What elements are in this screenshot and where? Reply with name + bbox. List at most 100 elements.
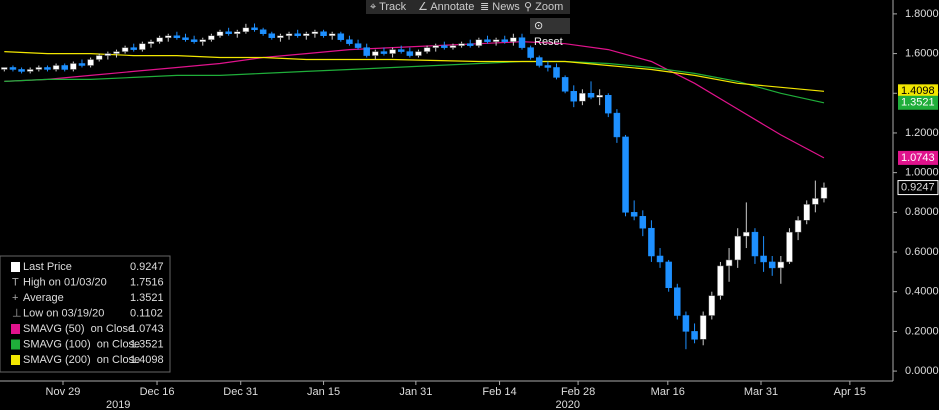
candle-body: [104, 53, 112, 56]
candle-body: [587, 93, 595, 98]
candle-body: [346, 39, 353, 44]
label: Reset: [534, 36, 563, 48]
candle-body: [9, 67, 17, 70]
legend-value: 1.3521: [130, 292, 164, 304]
candle-body: [682, 315, 690, 332]
candle-body: [303, 33, 310, 36]
label: News: [492, 1, 520, 13]
y-tick-label: 1.2000: [905, 127, 939, 139]
candle-body: [639, 216, 647, 229]
label: Annotate: [430, 1, 475, 13]
candle-body: [44, 67, 51, 70]
y-tick-label: 0.0000: [905, 365, 939, 377]
candle-body: [363, 47, 370, 56]
candle-body: [768, 261, 776, 269]
x-tick-label: Nov 29: [46, 386, 81, 398]
candle-body: [139, 43, 146, 50]
x-tick-label: Dec 31: [223, 386, 258, 398]
value-badge: [898, 150, 938, 165]
candle-body: [605, 95, 612, 114]
candle-body: [156, 37, 163, 42]
candle-body: [665, 261, 672, 288]
candle-body: [311, 31, 319, 34]
candle-body: [337, 33, 345, 40]
candle-body: [743, 231, 750, 237]
candle-body: [510, 37, 517, 42]
legend-value: 0.1102: [130, 307, 163, 319]
candle-body: [328, 33, 336, 36]
candle-body: [734, 235, 741, 261]
candle-body: [234, 31, 241, 34]
candle-body: [717, 265, 724, 296]
candle-body: [786, 231, 793, 263]
legend-label: SMAVG (50) on Close: [23, 323, 134, 335]
reset-button[interactable]: ⊙ Reset: [530, 18, 570, 48]
candle-body: [259, 29, 267, 34]
legend-label: SMAVG (100) on Close: [23, 338, 140, 350]
candle-body: [492, 39, 500, 42]
news-button[interactable]: ≣ News: [476, 0, 524, 14]
candle-body: [121, 47, 129, 52]
candle-body: [242, 27, 250, 32]
candle-body: [466, 43, 474, 46]
candle-body: [630, 212, 638, 217]
candle-body: [113, 51, 120, 54]
candle-body: [173, 35, 181, 38]
candle-body: [164, 35, 172, 38]
legend-swatch: [11, 355, 20, 365]
candle-body: [285, 33, 293, 36]
candle-body: [475, 39, 483, 46]
candle-body: [794, 220, 802, 233]
legend-icon: +: [12, 292, 18, 304]
value-badge-label: 1.4098: [901, 85, 935, 97]
candle-body: [751, 231, 759, 257]
y-tick-label: 1.8000: [905, 8, 939, 20]
value-badge: [898, 95, 938, 110]
zoom-button[interactable]: ⚲ Zoom: [520, 0, 570, 14]
value-badge: [898, 84, 938, 99]
candle-body: [225, 31, 232, 34]
candle-body: [812, 198, 819, 205]
candle-body: [544, 65, 552, 68]
candle-body: [484, 39, 491, 42]
y-tick-label: 1.0000: [905, 167, 939, 179]
candle-body: [354, 43, 362, 48]
candle-body: [777, 261, 785, 269]
value-badge-label: 1.3521: [901, 97, 935, 109]
candle-body: [320, 31, 327, 36]
legend-swatch: [11, 262, 20, 272]
candle-body: [35, 67, 43, 70]
annotate-button[interactable]: ∠ Annotate: [414, 0, 480, 14]
candle-body: [147, 41, 155, 44]
candle-body: [397, 49, 405, 52]
candle-body: [613, 112, 621, 138]
candle-body: [501, 39, 508, 42]
candle-body: [432, 45, 439, 48]
candle-body: [95, 55, 103, 60]
candle-body: [536, 57, 543, 66]
legend-label: Average: [23, 292, 64, 304]
candle-body: [518, 37, 526, 48]
legend-swatch: [11, 324, 20, 334]
candle-body: [656, 255, 664, 263]
candle-body: [648, 227, 655, 257]
x-tick-label: Mar 31: [744, 386, 778, 398]
y-tick-label: 0.6000: [905, 246, 939, 258]
legend-value: 1.3521: [130, 338, 164, 350]
candle-body: [570, 91, 578, 102]
candle-body: [561, 77, 569, 92]
y-tick-label: 0.8000: [905, 206, 939, 218]
track-button[interactable]: ⌖ Track: [366, 0, 418, 14]
candle-body: [820, 187, 828, 199]
candle-body: [216, 31, 224, 36]
candle-body: [622, 136, 629, 213]
value-badge: [897, 180, 939, 196]
candle-body: [553, 67, 560, 78]
candle-body: [182, 37, 189, 40]
candle-body: [596, 95, 603, 98]
x-tick-label: Mar 16: [651, 386, 685, 398]
x-tick-label: Dec 16: [140, 386, 175, 398]
candle-body: [26, 69, 34, 72]
value-badge-label: 0.9247: [901, 181, 935, 193]
legend-swatch: [11, 339, 20, 350]
